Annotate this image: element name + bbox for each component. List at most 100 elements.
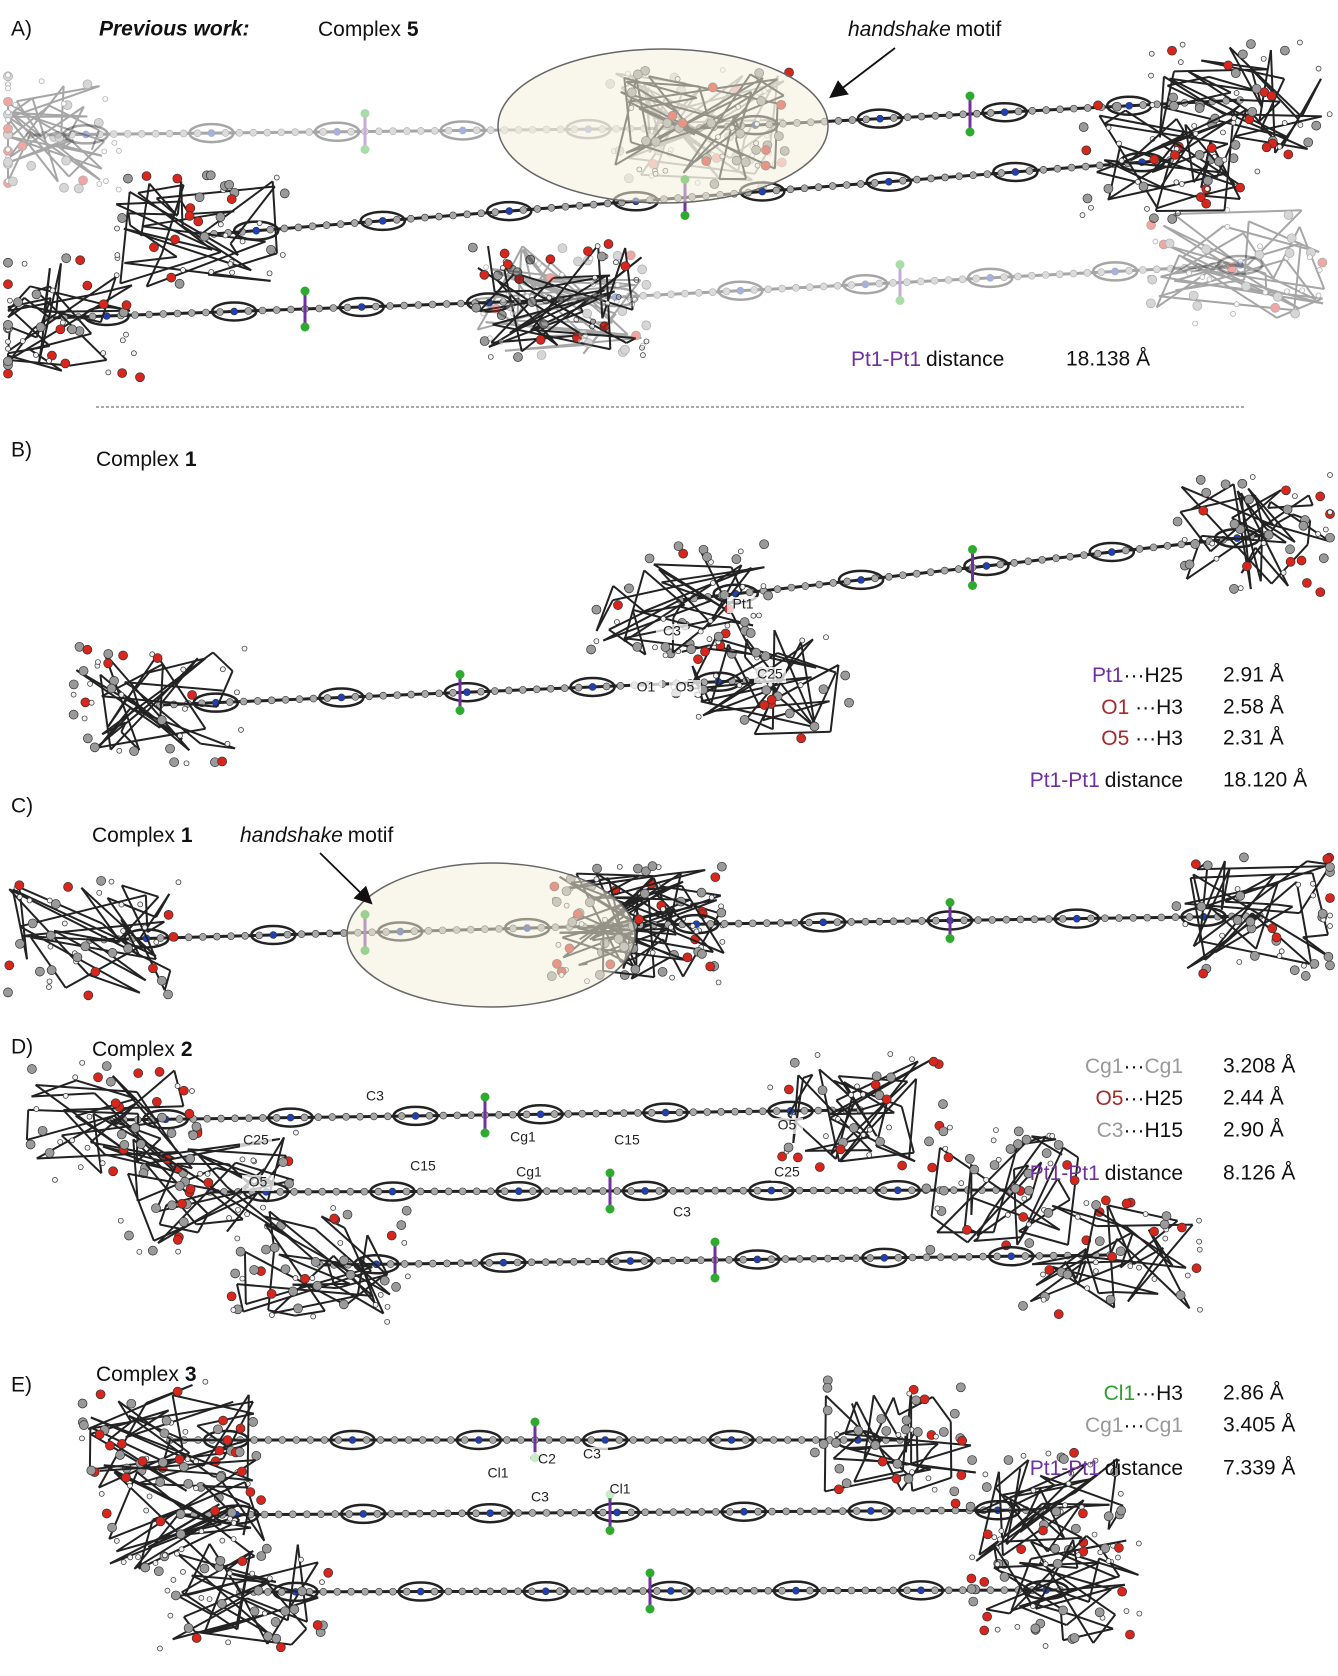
atom [73,1075,78,1080]
atom [312,930,319,937]
cl-atom [481,1093,490,1102]
bond [113,1076,159,1122]
atom [1094,550,1101,557]
atom [200,1564,209,1573]
atom [1286,545,1295,554]
atom [858,576,865,583]
cl-atom [301,323,310,332]
bond [27,1110,28,1140]
atom [927,569,934,576]
atom [1015,108,1022,115]
cl-atom [531,1418,540,1427]
contact: Cg1···Cg1 [1085,1055,1183,1078]
atom [1139,182,1148,191]
atom [1095,1237,1104,1246]
atom [263,1632,272,1641]
atom [402,1206,411,1215]
atom [292,129,299,136]
atom [939,1427,948,1436]
atom [1261,541,1266,546]
atom [841,671,850,680]
atom-label: O1 [637,679,656,695]
atom [506,292,511,297]
atom-label: Pt1 [732,596,753,612]
cl-atom [711,1274,720,1283]
atom [1087,915,1094,922]
atom [105,1441,114,1450]
atom [1255,169,1260,174]
atom [228,933,235,940]
atom [431,1188,438,1195]
atom [500,1259,507,1266]
atom [1292,494,1297,499]
atom [135,373,144,382]
atom [1092,1532,1097,1537]
atom [259,307,266,314]
atom [690,923,695,928]
atom [429,301,436,308]
atom [1326,863,1335,872]
atom [788,584,795,591]
atom [171,1591,180,1600]
atom [627,1258,634,1265]
atom [713,673,718,678]
distance-text: distance [1105,1162,1183,1185]
atom [784,1085,793,1094]
atom [584,339,593,348]
separator: ··· [1123,1055,1144,1078]
atom [1001,1587,1008,1594]
atom [1170,150,1179,159]
atom [1180,42,1185,47]
atom [904,114,911,121]
atom [495,1111,502,1118]
atom [1197,1218,1202,1223]
atom [668,291,675,298]
atom [551,1111,558,1118]
cl-atom [606,1169,615,1178]
atom [615,283,620,288]
atom-label: Cl1 [609,1481,630,1497]
atom [882,1095,891,1104]
atom-a: Cg1 [1085,1055,1124,1078]
atom [511,311,516,316]
atom [231,1307,236,1312]
atom [165,1588,170,1593]
atom [683,1257,690,1264]
atom [130,747,139,756]
atom [591,282,596,287]
atom [653,645,658,650]
contact-value: 3.405 Å [1223,1414,1295,1437]
cl-atom [646,1569,655,1578]
backbone [237,1569,1069,1614]
atom [472,303,481,312]
atom [176,1116,183,1123]
atom [492,209,499,216]
atom [87,1114,92,1119]
atom [405,1437,412,1444]
atom [204,1115,211,1122]
atom [257,221,262,226]
atom [501,298,506,303]
atom [862,281,869,288]
atom [94,1073,103,1082]
atom [276,1643,285,1652]
atom [246,1488,255,1497]
atom [1101,1196,1110,1205]
atom-label: C3 [366,1088,384,1104]
atom [735,920,742,927]
atom [956,1383,965,1392]
atom [1008,1253,1015,1260]
atom [904,1587,911,1594]
contact-value: 2.58 Å [1223,696,1284,719]
atom [106,370,111,375]
atom [763,920,770,927]
distance-text: distance [1105,1457,1183,1480]
atom [1301,971,1310,980]
atom [203,1379,208,1384]
atom [987,1587,994,1594]
atom [983,1530,992,1539]
atom [76,256,85,265]
atom [1038,1526,1047,1535]
atom [348,1588,355,1595]
atom [4,280,13,289]
